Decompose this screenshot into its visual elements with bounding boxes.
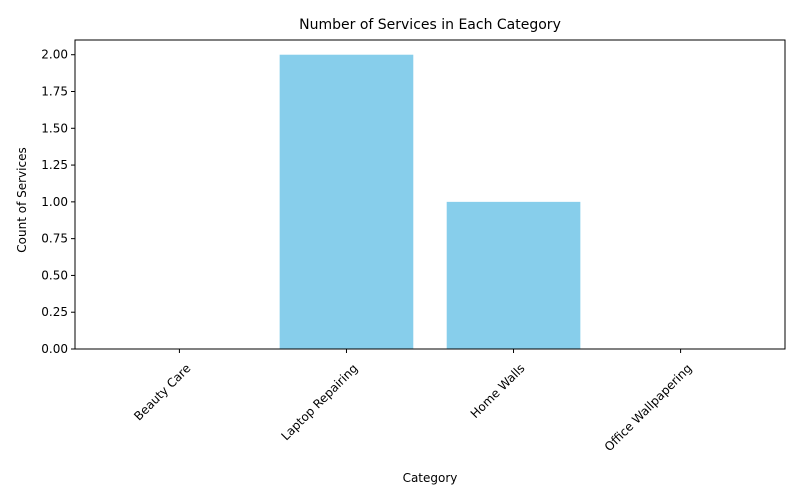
bar-home-walls — [446, 201, 581, 349]
y-tick-label: 0.75 — [41, 232, 68, 246]
y-tick-label: 1.00 — [41, 195, 68, 209]
x-tick-label: Home Walls — [468, 361, 528, 421]
y-tick-label: 1.50 — [41, 121, 68, 135]
chart-title: Number of Services in Each Category — [299, 17, 561, 33]
plot-frame — [74, 39, 786, 350]
bars-group — [279, 54, 581, 349]
y-tick-label: 0.50 — [41, 268, 68, 282]
y-tick-label: 1.75 — [41, 85, 68, 99]
y-tick-label: 2.00 — [41, 48, 68, 62]
y-tick-label: 0.00 — [41, 342, 68, 356]
x-tick-label: Laptop Repairing — [278, 361, 360, 443]
y-axis: 0.00 0.25 0.50 0.75 1.00 1.25 1.50 1.75 2.00 — [41, 48, 75, 356]
x-axis-title: Category — [403, 471, 458, 485]
y-tick-label: 0.25 — [41, 305, 68, 319]
x-tick-label: Office Wallpapering — [602, 361, 695, 454]
y-axis-title: Count of Services — [15, 147, 29, 252]
x-tick-label: Beauty Care — [131, 361, 193, 423]
bar-laptop-repairing — [279, 54, 414, 349]
x-axis: Beauty Care Laptop Repairing Home Walls Off… — [131, 349, 695, 454]
y-tick-label: 1.25 — [41, 158, 68, 172]
